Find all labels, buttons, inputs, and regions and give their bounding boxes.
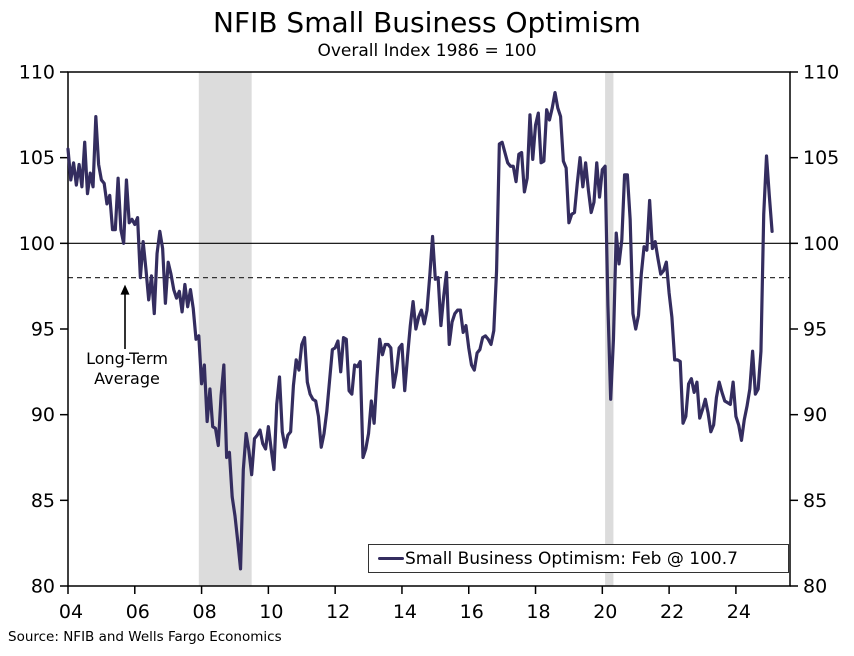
- long-term-average-annotation: Long-Term Average: [52, 349, 202, 389]
- x-axis-tick-label: 22: [660, 601, 684, 623]
- annotation-arrow-head-icon: [120, 284, 130, 295]
- legend-label: Small Business Optimism: Feb @ 100.7: [405, 548, 738, 569]
- y-axis-tick-label-left: 85: [31, 490, 55, 512]
- y-axis-tick-label-left: 80: [31, 576, 55, 598]
- chart-subtitle: Overall Index 1986 = 100: [317, 41, 537, 61]
- y-axis-tick-label-left: 100: [19, 233, 55, 255]
- x-axis-tick-label: 16: [460, 601, 484, 623]
- y-axis-tick-label-right: 80: [803, 576, 827, 598]
- x-axis-tick-label: 12: [326, 601, 350, 623]
- y-axis-tick-label-right: 110: [803, 62, 839, 84]
- y-axis-tick-label-right: 100: [803, 233, 839, 255]
- y-axis-tick-label-left: 110: [19, 62, 55, 84]
- x-axis-tick-label: 04: [59, 601, 83, 623]
- chart-title: NFIB Small Business Optimism: [213, 6, 641, 39]
- legend: Small Business Optimism: Feb @ 100.7: [368, 544, 789, 573]
- x-axis-tick-label: 08: [192, 601, 216, 623]
- x-axis-tick-label: 18: [526, 601, 550, 623]
- x-axis-tick-label: 20: [593, 601, 617, 623]
- legend-line-swatch-icon: [378, 556, 404, 561]
- x-axis-tick-label: 24: [727, 601, 751, 623]
- y-axis-tick-label-left: 105: [19, 147, 55, 169]
- x-axis-tick-label: 06: [126, 601, 150, 623]
- y-axis-tick-label-right: 90: [803, 404, 827, 426]
- y-axis-tick-label-left: 95: [31, 319, 55, 341]
- plot-frame: [67, 71, 791, 587]
- annotation-line-2: Average: [94, 369, 160, 388]
- y-axis-tick-label-right: 85: [803, 490, 827, 512]
- y-axis-tick-label-right: 105: [803, 147, 839, 169]
- x-axis-tick-label: 14: [393, 601, 417, 623]
- annotation-line-1: Long-Term: [86, 349, 168, 368]
- source-note: Source: NFIB and Wells Fargo Economics: [8, 629, 282, 645]
- optimism-line-series: [66, 90, 774, 571]
- y-axis-tick-label-left: 90: [31, 404, 55, 426]
- x-axis-tick-label: 10: [259, 601, 283, 623]
- y-axis-tick-label-right: 95: [803, 319, 827, 341]
